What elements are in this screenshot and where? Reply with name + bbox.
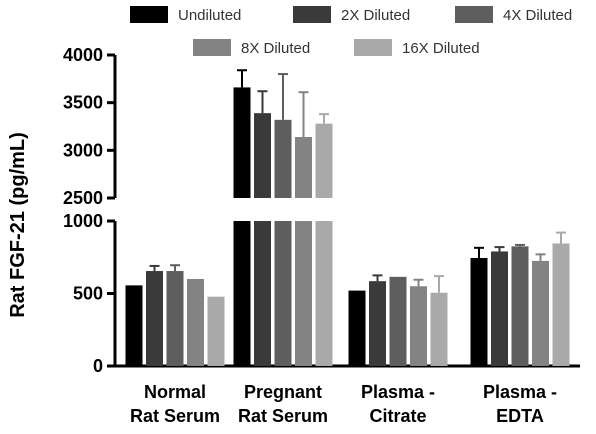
bar-lower (254, 221, 271, 366)
bar (532, 260, 549, 366)
legend-label: 4X Diluted (503, 7, 572, 24)
bar (430, 292, 448, 366)
y-tick-label: 3000 (63, 140, 103, 160)
bar (187, 279, 204, 366)
y-tick-label: 4000 (63, 45, 103, 65)
bar (166, 271, 184, 366)
bar (552, 243, 570, 366)
category-label: Plasma - Citrate (361, 382, 435, 426)
y-axis-label: Rat FGF-21 (pg/mL) (7, 132, 29, 318)
category-label: Pregnant Rat Serum (238, 382, 328, 426)
legend-label: 16X Diluted (402, 40, 480, 57)
bars (125, 69, 570, 366)
legend-swatch (193, 39, 231, 56)
y-tick-label: 500 (73, 284, 103, 304)
category-label-line: Pregnant (244, 382, 322, 402)
legend-item: 4X Diluted (455, 6, 572, 24)
legend-swatch (130, 6, 168, 23)
bar-upper (254, 113, 271, 198)
bar-lower (295, 221, 312, 366)
category-label-line: Citrate (369, 406, 426, 426)
category-label: Plasma - EDTA (483, 382, 557, 426)
bar (511, 246, 529, 366)
legend-swatch (354, 39, 392, 56)
bar (389, 276, 407, 366)
category-label-line: Rat Serum (130, 406, 220, 426)
bar-lower (233, 221, 251, 366)
legend-item: 16X Diluted (354, 39, 480, 57)
bar-upper (295, 136, 312, 198)
bar-lower (315, 221, 333, 366)
legend-item: Undiluted (130, 6, 241, 24)
bar-lower (274, 221, 292, 366)
bar (125, 285, 143, 366)
y-tick-label: 1000 (63, 211, 103, 231)
y-tick-label: 3500 (63, 93, 103, 113)
category-label-line: Plasma - (483, 382, 557, 402)
legend: Undiluted 2X Diluted 4X Diluted 8X Diluted 1… (130, 6, 572, 57)
category-label-line: EDTA (496, 406, 544, 426)
bar (491, 251, 508, 366)
bar (369, 281, 386, 366)
category-label: Normal Rat Serum (130, 382, 220, 426)
legend-label: 2X Diluted (341, 7, 410, 24)
category-labels: Normal Rat Serum Pregnant Rat Serum Plasma -… (130, 382, 557, 426)
bar (470, 257, 488, 366)
legend-label: Undiluted (178, 7, 241, 24)
y-tick-label: 0 (93, 356, 103, 376)
bar (410, 286, 427, 366)
bar (207, 296, 225, 366)
category-label-line: Normal (144, 382, 206, 402)
bar-upper (315, 123, 333, 198)
legend-label: 8X Diluted (241, 40, 310, 57)
bar-upper (233, 87, 251, 198)
y-tick-label: 2500 (63, 188, 103, 208)
legend-item: 2X Diluted (293, 6, 410, 24)
bar (146, 271, 163, 366)
bar (348, 290, 366, 366)
legend-item: 8X Diluted (193, 39, 310, 57)
category-label-line: Rat Serum (238, 406, 328, 426)
legend-swatch (455, 6, 493, 23)
category-label-line: Plasma - (361, 382, 435, 402)
bar-upper (274, 119, 292, 198)
legend-swatch (293, 6, 331, 23)
